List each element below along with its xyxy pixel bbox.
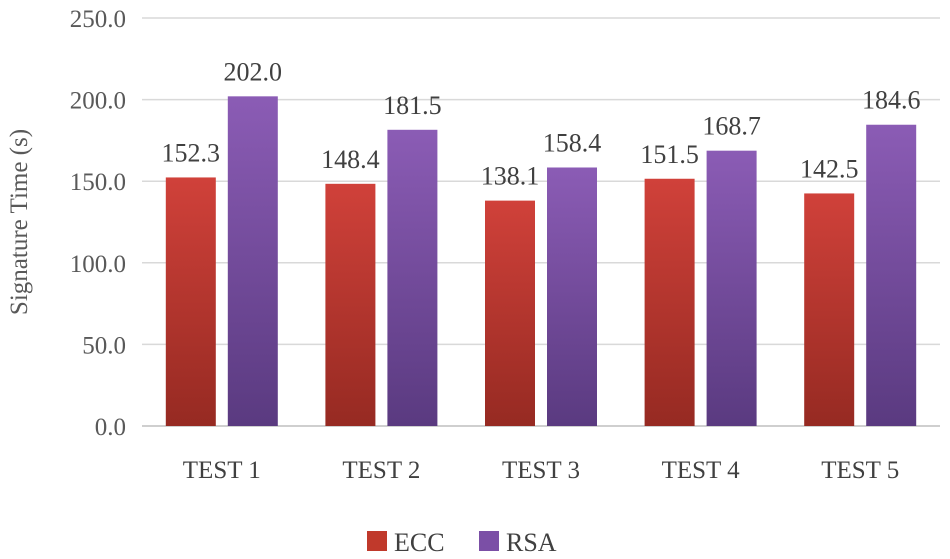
data-label: 181.5 [383,91,442,120]
bar-rsa [866,124,917,427]
y-tick-label: 0.0 [95,414,126,441]
data-label: 184.6 [862,86,921,115]
data-label: 152.3 [162,138,221,167]
y-tick-label: 250.0 [70,6,126,33]
legend-swatch-ecc [367,531,387,551]
y-axis-ticks: 0.0 50.0 100.0 150.0 200.0 250.0 [70,6,126,441]
bar-rsa [706,150,757,427]
data-label: 138.1 [481,162,540,191]
y-tick-label: 200.0 [70,88,126,115]
y-tick-label: 100.0 [70,251,126,278]
x-tick-label: TEST 3 [502,457,580,484]
bar-ecc [325,183,376,426]
data-label: 148.4 [321,145,380,174]
legend-label-ecc: ECC [394,528,445,557]
bar-rsa [387,129,438,427]
x-tick-label: TEST 5 [821,457,899,484]
x-tick-label: TEST 1 [183,457,261,484]
bar-ecc [804,193,855,426]
legend-label-rsa: RSA [506,528,557,557]
bar-rsa [547,167,597,426]
x-tick-label: TEST 4 [662,457,741,484]
legend-swatch-rsa [479,531,499,551]
data-label: 151.5 [640,140,699,169]
x-axis-categories: TEST 1 TEST 2 TEST 3 TEST 4 TEST 5 [183,457,899,484]
data-label: 142.5 [800,154,859,183]
bar-ecc [644,178,695,426]
y-tick-label: 150.0 [70,169,126,196]
data-label: 158.4 [543,128,602,157]
y-tick-label: 50.0 [82,332,126,359]
bar-ecc [165,177,216,426]
legend: ECC RSA [367,528,557,557]
data-label: 202.0 [224,57,283,86]
bar-rsa [227,96,278,426]
data-label: 168.7 [702,112,761,141]
bars [165,96,917,427]
x-tick-label: TEST 2 [342,457,420,484]
bar-ecc [485,200,535,426]
y-axis-title: Signature Time (s) [6,129,33,315]
